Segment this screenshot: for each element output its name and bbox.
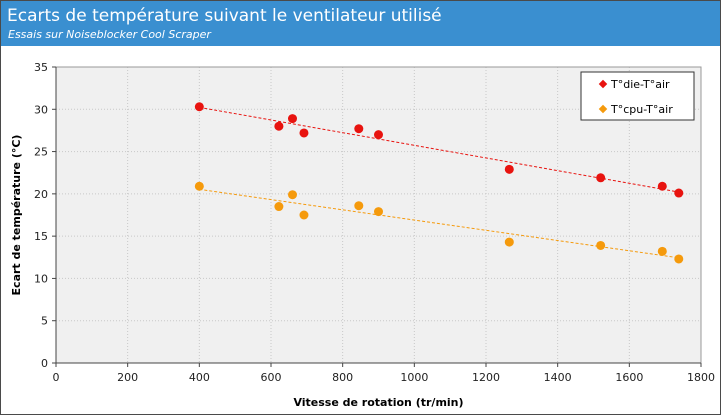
chart-title: Ecarts de température suivant le ventila… <box>7 6 442 26</box>
x-tick-label: 1800 <box>687 371 715 384</box>
data-point <box>504 164 514 174</box>
x-tick-label: 200 <box>117 371 138 384</box>
axes <box>55 66 702 364</box>
x-tick-label: 1000 <box>400 371 428 384</box>
x-tick-label: 0 <box>53 371 60 384</box>
data-point <box>674 188 684 198</box>
y-tick-label: 15 <box>34 230 48 243</box>
y-axis-label: Ecart de température (°C) <box>10 135 23 296</box>
chart-header: Ecarts de température suivant le ventila… <box>1 1 720 46</box>
y-tick-label: 10 <box>34 272 48 285</box>
data-point <box>374 207 383 217</box>
legend-label: T°die-T°air <box>610 78 670 91</box>
chart-subtitle: Essais sur Noiseblocker Cool Scraper <box>8 28 211 41</box>
data-point <box>674 254 684 264</box>
data-point <box>194 102 204 112</box>
x-tick-label: 800 <box>332 371 353 384</box>
y-tick-label: 25 <box>34 146 48 159</box>
x-tick-label: 1200 <box>472 371 500 384</box>
y-tick-label: 35 <box>34 61 48 74</box>
data-point <box>354 201 364 211</box>
data-point <box>596 173 606 183</box>
y-axis-ticks: 0 5 10 15 20 25 30 35 <box>34 61 56 370</box>
x-tick-label: 1400 <box>544 371 572 384</box>
x-axis-label: Vitesse de rotation (tr/min) <box>293 396 463 409</box>
x-tick-label: 1600 <box>615 371 643 384</box>
data-point <box>274 121 284 131</box>
data-points <box>194 102 684 264</box>
data-point <box>288 190 297 200</box>
data-point <box>596 240 606 250</box>
data-point <box>374 130 383 140</box>
x-tick-label: 400 <box>189 371 210 384</box>
legend-box <box>580 71 695 121</box>
y-tick-label: 5 <box>41 315 48 328</box>
data-point <box>657 181 667 191</box>
x-axis-ticks: 0 200 400 600 800 1000 1200 1400 1600 1800 <box>53 363 715 384</box>
data-point <box>354 124 364 134</box>
data-point <box>194 181 204 191</box>
data-point <box>504 237 514 247</box>
data-point <box>299 128 309 138</box>
data-point <box>299 210 309 220</box>
x-tick-label: 600 <box>261 371 282 384</box>
y-tick-label: 20 <box>34 188 48 201</box>
legend-label: T°cpu-T°air <box>610 103 673 116</box>
legend: T°die-T°air T°cpu-T°air <box>580 71 695 121</box>
y-tick-label: 30 <box>34 103 48 116</box>
trend-line <box>199 188 679 259</box>
data-point <box>288 114 297 124</box>
y-tick-label: 0 <box>41 357 48 370</box>
data-point <box>274 202 284 212</box>
data-point <box>657 246 667 256</box>
